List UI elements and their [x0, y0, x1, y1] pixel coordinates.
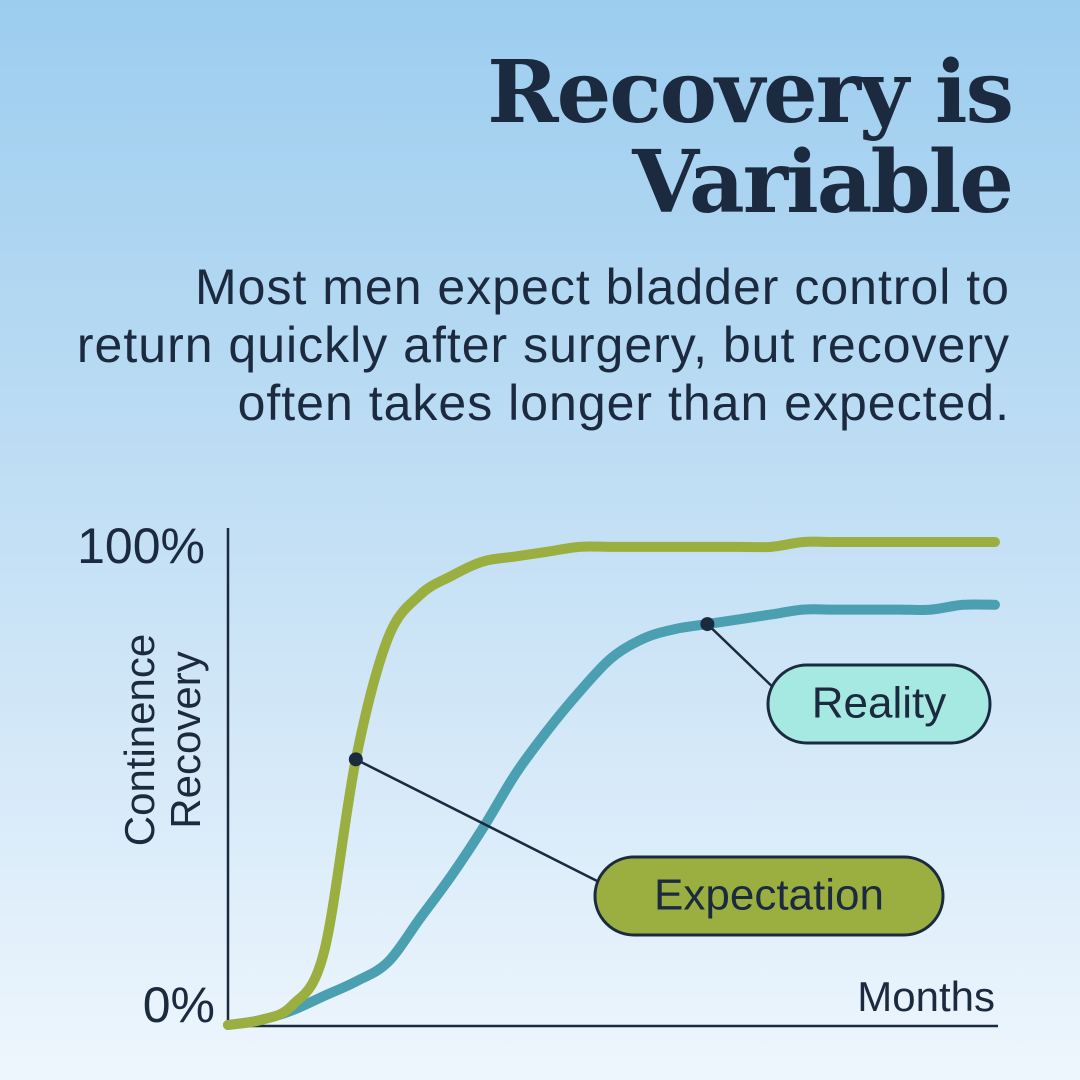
y-tick-label: 0% — [143, 977, 215, 1033]
callout-line — [706, 623, 781, 695]
legend-label: Expectation — [654, 871, 884, 920]
legend-label: Reality — [812, 679, 947, 728]
x-axis-label: Months — [857, 973, 995, 1020]
callout-box — [593, 855, 945, 937]
callout-point — [348, 752, 363, 767]
series-line — [223, 599, 1000, 1030]
y-axis-label: Continence Recovery — [116, 633, 209, 847]
y-tick-label: 100% — [77, 518, 205, 574]
callout-point — [700, 617, 715, 632]
series-line — [223, 536, 1000, 1030]
chart-subtitle: Most men expect bladder control to retur… — [76, 259, 1010, 431]
chart-title: Recovery is Variable — [487, 42, 1014, 233]
callout-box — [766, 663, 992, 745]
callout-line — [355, 758, 608, 888]
